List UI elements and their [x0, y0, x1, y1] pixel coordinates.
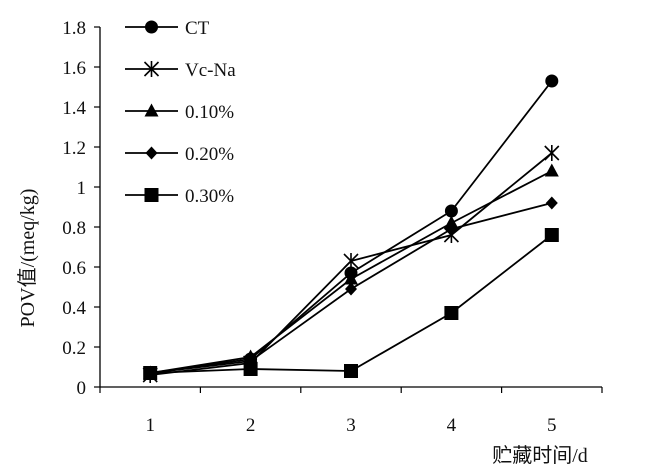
legend-item: CT [125, 18, 210, 39]
data-point [444, 204, 458, 218]
legend-marker [144, 188, 159, 202]
legend-marker [145, 146, 158, 160]
data-point [544, 163, 559, 177]
x-tick-label: 1 [145, 415, 155, 436]
legend-label: 0.30% [185, 186, 234, 207]
y-tick-label: 0.2 [62, 338, 86, 359]
y-tick-label: 0.8 [62, 218, 86, 239]
x-tick-label: 3 [346, 415, 356, 436]
data-point [545, 196, 558, 210]
legend-marker [145, 20, 158, 34]
x-tick-label: 2 [246, 415, 256, 436]
data-point [343, 253, 359, 269]
legend-label: 0.20% [185, 144, 234, 165]
data-point [243, 362, 258, 376]
data-point [544, 228, 559, 242]
legend-item: Vc-Na [125, 60, 236, 81]
y-tick-label: 0.6 [62, 258, 86, 279]
legend-marker [143, 61, 160, 77]
legend-marker [144, 103, 159, 117]
x-tick-label: 5 [547, 415, 557, 436]
y-tick-label: 1.4 [62, 98, 86, 119]
y-tick-label: 1.8 [62, 18, 86, 39]
y-tick-label: 1.6 [62, 58, 86, 79]
x-tick-label: 4 [447, 415, 457, 436]
data-point [444, 215, 459, 229]
legend: CT Vc-Na 0.10% 0.20% 0.30% [125, 18, 236, 207]
y-tick-label: 1.2 [62, 138, 86, 159]
y-tick-label: 0.4 [62, 298, 86, 319]
y-axis-label: POV值/(meq/kg) [16, 189, 39, 328]
legend-item: 0.30% [125, 186, 234, 207]
legend-label: CT [185, 18, 210, 39]
data-point [345, 282, 357, 296]
data-point [445, 222, 458, 236]
legend-item: 0.20% [125, 144, 234, 165]
data-point [545, 74, 559, 88]
x-axis-label: 贮藏时间/d [492, 444, 588, 467]
legend-item: 0.10% [125, 102, 234, 123]
data-point [143, 366, 158, 380]
y-tick-label: 0 [77, 378, 87, 399]
axes-group: 0 0.2 0.4 0.6 0.8 1 1.2 1.4 1.6 1.8 1 2 3 4 5 [62, 18, 603, 436]
data-point [544, 145, 560, 161]
series-vc-na [142, 145, 560, 383]
legend-label: 0.10% [185, 102, 234, 123]
data-point [444, 306, 459, 320]
y-tick-label: 1 [77, 178, 87, 199]
data-point [344, 271, 358, 285]
legend-label: Vc-Na [185, 60, 236, 81]
series-line [150, 80, 553, 374]
series-layer [142, 74, 560, 383]
series-0-30 [143, 228, 559, 380]
series-0-20 [144, 196, 558, 380]
data-point [344, 364, 358, 378]
